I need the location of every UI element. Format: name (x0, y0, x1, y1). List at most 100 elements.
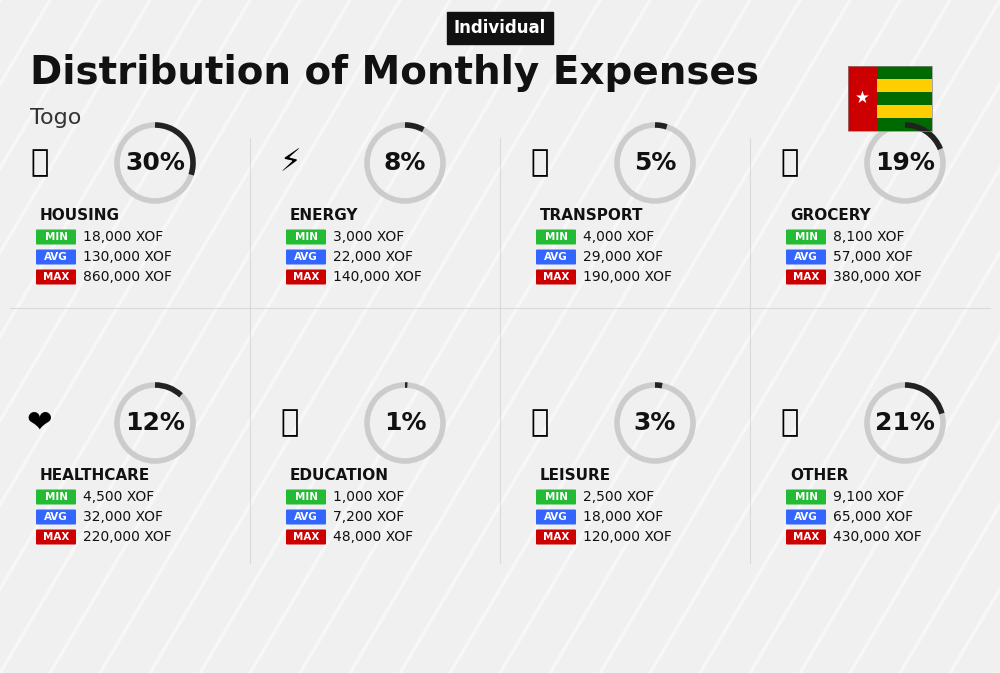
Text: 4,000 XOF: 4,000 XOF (583, 230, 654, 244)
FancyBboxPatch shape (286, 509, 326, 524)
Text: 5%: 5% (634, 151, 676, 175)
Text: 29,000 XOF: 29,000 XOF (583, 250, 663, 264)
Text: Distribution of Monthly Expenses: Distribution of Monthly Expenses (30, 54, 759, 92)
Text: MAX: MAX (543, 532, 569, 542)
Text: 120,000 XOF: 120,000 XOF (583, 530, 672, 544)
Text: 48,000 XOF: 48,000 XOF (333, 530, 413, 544)
Text: GROCERY: GROCERY (790, 207, 871, 223)
Text: MIN: MIN (794, 492, 818, 502)
Text: AVG: AVG (544, 252, 568, 262)
Text: ENERGY: ENERGY (290, 207, 358, 223)
Text: 30%: 30% (125, 151, 185, 175)
Text: AVG: AVG (544, 512, 568, 522)
Text: 18,000 XOF: 18,000 XOF (83, 230, 163, 244)
Text: 140,000 XOF: 140,000 XOF (333, 270, 422, 284)
FancyBboxPatch shape (786, 530, 826, 544)
FancyBboxPatch shape (848, 92, 932, 104)
FancyBboxPatch shape (786, 250, 826, 264)
Text: 1%: 1% (384, 411, 426, 435)
FancyBboxPatch shape (286, 250, 326, 264)
FancyBboxPatch shape (848, 65, 877, 131)
Text: Individual: Individual (454, 19, 546, 37)
FancyBboxPatch shape (36, 489, 76, 505)
Text: HOUSING: HOUSING (40, 207, 120, 223)
Text: AVG: AVG (44, 252, 68, 262)
Text: 2,500 XOF: 2,500 XOF (583, 490, 654, 504)
FancyBboxPatch shape (536, 509, 576, 524)
FancyBboxPatch shape (286, 489, 326, 505)
Text: 🎓: 🎓 (281, 409, 299, 437)
Text: 9,100 XOF: 9,100 XOF (833, 490, 904, 504)
Text: 57,000 XOF: 57,000 XOF (833, 250, 913, 264)
Text: 🛍️: 🛍️ (531, 409, 549, 437)
Text: 190,000 XOF: 190,000 XOF (583, 270, 672, 284)
Text: 8,100 XOF: 8,100 XOF (833, 230, 904, 244)
FancyBboxPatch shape (36, 229, 76, 244)
Text: 220,000 XOF: 220,000 XOF (83, 530, 172, 544)
Text: MAX: MAX (293, 532, 319, 542)
Text: LEISURE: LEISURE (540, 468, 611, 483)
Text: MAX: MAX (43, 272, 69, 282)
Text: MIN: MIN (294, 232, 318, 242)
FancyBboxPatch shape (536, 269, 576, 285)
Text: 22,000 XOF: 22,000 XOF (333, 250, 413, 264)
Text: 380,000 XOF: 380,000 XOF (833, 270, 922, 284)
Text: AVG: AVG (794, 512, 818, 522)
Text: 12%: 12% (125, 411, 185, 435)
Text: TRANSPORT: TRANSPORT (540, 207, 644, 223)
Text: ★: ★ (855, 89, 870, 107)
FancyBboxPatch shape (36, 250, 76, 264)
FancyBboxPatch shape (848, 118, 932, 131)
Text: ❤️: ❤️ (27, 409, 53, 437)
Text: 🚌: 🚌 (531, 149, 549, 178)
Text: Togo: Togo (30, 108, 81, 128)
Text: 860,000 XOF: 860,000 XOF (83, 270, 172, 284)
Text: 130,000 XOF: 130,000 XOF (83, 250, 172, 264)
FancyBboxPatch shape (286, 269, 326, 285)
Text: 32,000 XOF: 32,000 XOF (83, 510, 163, 524)
FancyBboxPatch shape (786, 489, 826, 505)
Text: 430,000 XOF: 430,000 XOF (833, 530, 922, 544)
Text: 4,500 XOF: 4,500 XOF (83, 490, 154, 504)
Text: 7,200 XOF: 7,200 XOF (333, 510, 404, 524)
Text: ⚡: ⚡ (279, 149, 301, 178)
Text: MAX: MAX (793, 532, 819, 542)
Text: 18,000 XOF: 18,000 XOF (583, 510, 663, 524)
Text: MAX: MAX (43, 532, 69, 542)
Text: 3,000 XOF: 3,000 XOF (333, 230, 404, 244)
Text: MIN: MIN (794, 232, 818, 242)
Text: MAX: MAX (543, 272, 569, 282)
Text: 8%: 8% (384, 151, 426, 175)
Text: MIN: MIN (45, 232, 68, 242)
FancyBboxPatch shape (848, 79, 932, 92)
Text: AVG: AVG (294, 252, 318, 262)
Text: MIN: MIN (45, 492, 68, 502)
Text: OTHER: OTHER (790, 468, 848, 483)
FancyBboxPatch shape (786, 509, 826, 524)
FancyBboxPatch shape (286, 530, 326, 544)
FancyBboxPatch shape (36, 269, 76, 285)
FancyBboxPatch shape (786, 269, 826, 285)
Text: MAX: MAX (293, 272, 319, 282)
Text: AVG: AVG (794, 252, 818, 262)
FancyBboxPatch shape (36, 509, 76, 524)
FancyBboxPatch shape (536, 250, 576, 264)
FancyBboxPatch shape (536, 489, 576, 505)
Text: 19%: 19% (875, 151, 935, 175)
FancyBboxPatch shape (286, 229, 326, 244)
Text: 🛒: 🛒 (781, 149, 799, 178)
FancyBboxPatch shape (536, 530, 576, 544)
Text: AVG: AVG (44, 512, 68, 522)
FancyBboxPatch shape (786, 229, 826, 244)
Text: 21%: 21% (875, 411, 935, 435)
Text: 🏢: 🏢 (31, 149, 49, 178)
FancyBboxPatch shape (536, 229, 576, 244)
Text: MIN: MIN (544, 492, 568, 502)
FancyBboxPatch shape (848, 65, 932, 79)
Text: AVG: AVG (294, 512, 318, 522)
Text: 65,000 XOF: 65,000 XOF (833, 510, 913, 524)
Text: 1,000 XOF: 1,000 XOF (333, 490, 404, 504)
Text: 💰: 💰 (781, 409, 799, 437)
Text: MAX: MAX (793, 272, 819, 282)
Text: EDUCATION: EDUCATION (290, 468, 389, 483)
